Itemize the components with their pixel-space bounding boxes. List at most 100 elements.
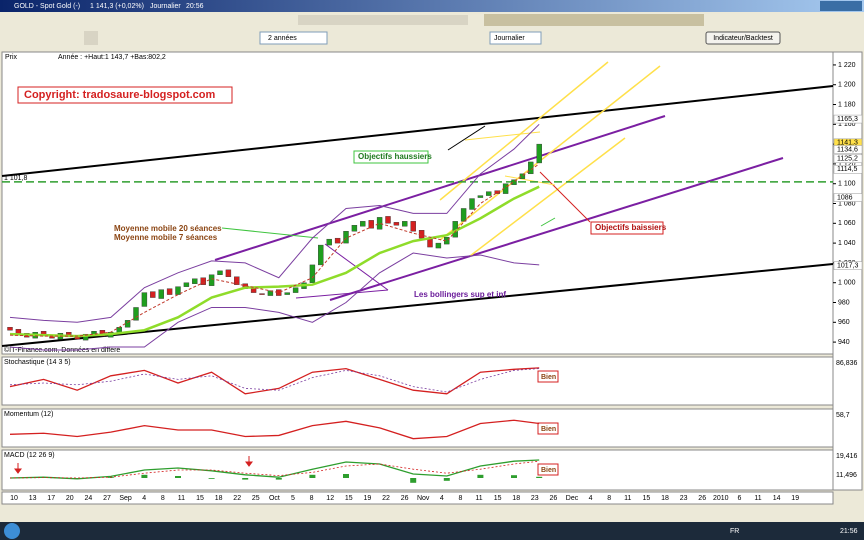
start-button[interactable] — [4, 523, 20, 539]
x-tick-label: 27 — [103, 495, 111, 502]
level-label: 1 101,8 — [4, 175, 27, 182]
trend-lines — [1, 61, 834, 347]
y-tick-label: 1 120 — [838, 161, 856, 168]
price-line — [9, 163, 540, 337]
indicator-line — [9, 460, 540, 479]
targets-up: Objectifs haussiers — [358, 152, 432, 161]
window-controls[interactable] — [820, 1, 862, 11]
candle — [318, 244, 324, 266]
indicator-panel — [1, 408, 834, 448]
histogram-bar — [141, 474, 148, 478]
price-label-box — [833, 154, 863, 164]
price-line — [9, 123, 540, 323]
candle — [192, 278, 198, 284]
candle — [511, 179, 517, 185]
price-axis — [832, 51, 863, 491]
price-line — [9, 185, 540, 338]
candle — [519, 173, 526, 179]
ma7-note: Moyenne mobile 7 séances — [114, 233, 218, 242]
x-tick-label: 6 — [737, 495, 741, 502]
x-tick-label: 4 — [589, 495, 593, 502]
candle — [351, 225, 358, 232]
copyright-box — [17, 86, 233, 104]
histogram-bar — [511, 475, 517, 478]
x-tick-label: 12 — [326, 495, 334, 502]
toolbar-icons[interactable] — [298, 14, 704, 26]
indicator-comment: Bien — [541, 426, 556, 433]
x-tick-label: 8 — [458, 495, 462, 502]
tool-button[interactable] — [84, 31, 98, 45]
x-tick-label: 22 — [233, 495, 241, 502]
x-tick-label: 5 — [291, 495, 295, 502]
x-tick-label: 14 — [773, 495, 781, 502]
candle — [82, 333, 89, 341]
indicator-last: 11,496 — [836, 472, 857, 479]
candle — [158, 289, 164, 299]
x-tick-label: 8 — [607, 495, 611, 502]
period-select[interactable] — [489, 31, 542, 45]
price-label: 1134,6 — [837, 146, 858, 153]
x-tick-label: 22 — [382, 495, 390, 502]
price-line — [9, 252, 540, 351]
candle — [486, 191, 492, 196]
window-title: GOLD - Spot Gold (-) — [14, 3, 80, 10]
indicator-title: Stochastique (14 3 5) — [4, 359, 71, 366]
x-tick-label: 11 — [754, 495, 761, 502]
histogram-bar — [343, 474, 349, 478]
histogram-bar — [208, 478, 215, 479]
price-label-box — [833, 114, 863, 124]
candle — [334, 237, 341, 244]
taskbar-clock: 21:56 — [840, 528, 858, 535]
x-tick-label: 23 — [531, 495, 539, 502]
price-label: 1086 — [837, 194, 853, 201]
window-time: 20:56 — [186, 3, 204, 10]
x-tick-label: 11 — [178, 495, 185, 502]
y-tick-label: 1 160 — [838, 121, 856, 128]
candle — [477, 195, 484, 198]
indicator-last: 86,836 — [836, 360, 858, 367]
x-tick-label: 18 — [512, 495, 520, 502]
candle — [427, 238, 433, 248]
candle — [259, 293, 265, 295]
candle — [150, 291, 156, 298]
x-tick-label: 4 — [142, 495, 146, 502]
candle — [326, 238, 332, 246]
indicator-line — [9, 419, 540, 440]
x-tick-label: 25 — [252, 495, 260, 502]
ma20-note: Moyenne mobile 20 séances — [114, 224, 222, 233]
signal-arrow — [14, 463, 22, 474]
x-tick-label: 15 — [196, 495, 204, 502]
candle — [175, 286, 181, 295]
y-tick-label: 1 060 — [838, 220, 856, 227]
x-tick-label: 15 — [494, 495, 502, 502]
x-tick-label: 26 — [550, 495, 558, 502]
x-tick-label: Nov — [417, 495, 430, 502]
price-label: 1141,3 — [837, 140, 858, 147]
x-tick-label: 4 — [440, 495, 444, 502]
range-value: 2 années — [268, 35, 297, 42]
candle — [376, 217, 383, 230]
candle — [309, 264, 316, 283]
x-tick-label: 19 — [791, 495, 799, 502]
taskbar-lang: FR — [730, 528, 739, 535]
x-tick-label: 18 — [661, 495, 669, 502]
price-label: 1125,2 — [837, 156, 858, 163]
histogram-bar — [410, 478, 417, 483]
scrollbar[interactable] — [0, 507, 864, 519]
x-tick-label: 2010 — [713, 495, 729, 502]
x-tick-label: 26 — [401, 495, 409, 502]
y-tick-label: 980 — [838, 299, 850, 306]
candle — [116, 327, 122, 333]
x-tick-label: 11 — [624, 495, 631, 502]
x-tick-label: 24 — [85, 495, 93, 502]
indicator-button[interactable] — [705, 31, 781, 45]
candle — [166, 288, 173, 295]
y-tick-label: 1 200 — [838, 82, 856, 89]
y-tick-label: 1 040 — [838, 240, 856, 247]
range-select[interactable] — [259, 31, 328, 45]
price-label-box — [833, 165, 863, 174]
y-tick-label: 960 — [838, 319, 850, 326]
indicator-button-label: Indicateur/Backtest — [713, 35, 773, 42]
